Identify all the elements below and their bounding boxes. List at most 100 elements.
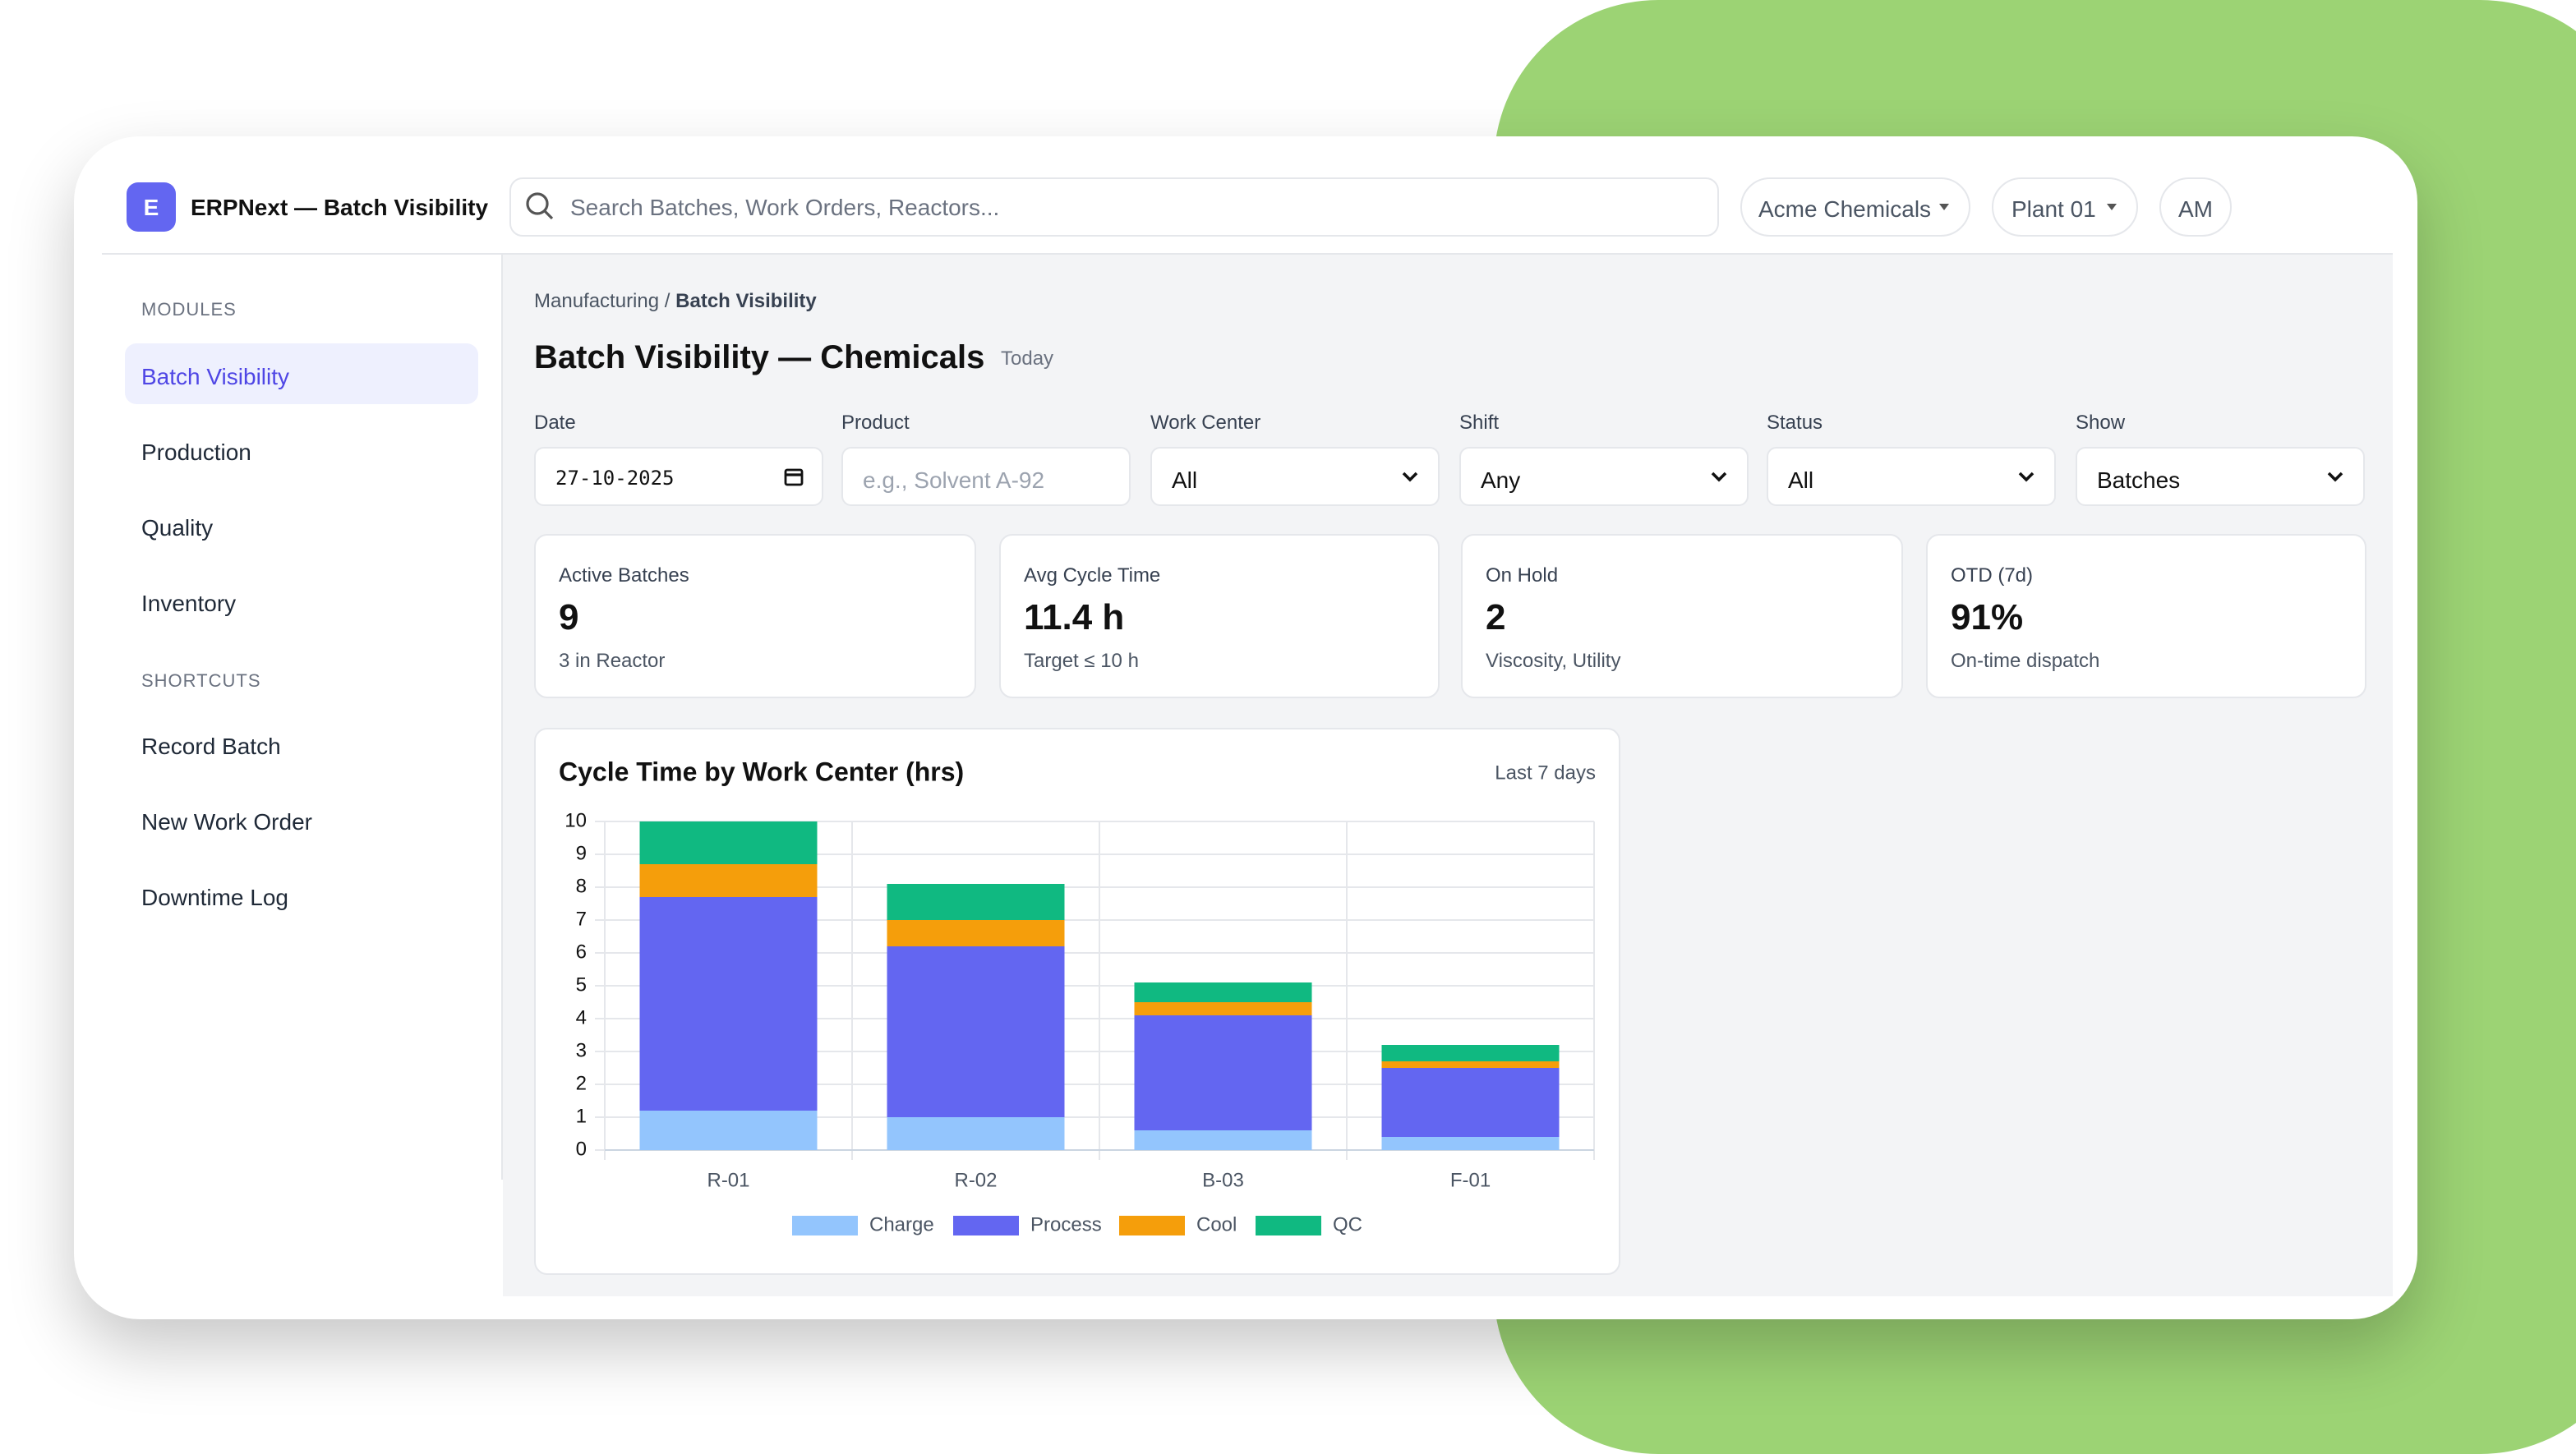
nav-item[interactable]: New Work Order — [141, 808, 312, 835]
filter-value: All — [1788, 467, 1814, 493]
filter-value: 27-10-2025 — [555, 467, 675, 490]
breadcrumb: Manufacturing / Batch Visibility — [534, 291, 817, 311]
kpi-note: 3 in Reactor — [559, 649, 666, 672]
filter-placeholder: e.g., Solvent A-92 — [863, 467, 1045, 493]
kpi-label: OTD (7d) — [1951, 564, 2034, 587]
filter-control[interactable]: All — [1767, 447, 2056, 506]
y-tick-label: 10 — [565, 809, 587, 831]
divider — [102, 253, 2393, 255]
bar-segment — [1381, 1137, 1560, 1150]
filter-control[interactable]: 27-10-2025 — [534, 447, 823, 506]
y-tick-label: 7 — [576, 908, 587, 930]
kpi-card — [534, 534, 976, 698]
filter-value: Batches — [2097, 467, 2181, 493]
bar-segment — [887, 884, 1065, 920]
x-tick-label: R-02 — [954, 1169, 997, 1191]
section-label: SHORTCUTS — [141, 672, 261, 692]
bar-segment — [887, 920, 1065, 946]
plant-select[interactable] — [1992, 177, 2138, 237]
y-tick-label: 6 — [576, 941, 587, 963]
chevron — [1402, 472, 1418, 482]
filter-label: Status — [1767, 411, 1823, 434]
filter-label: Show — [2076, 411, 2126, 434]
filter-control[interactable]: All — [1150, 447, 1440, 506]
nav-item[interactable]: Batch Visibility — [141, 363, 290, 389]
company-name: Acme Chemicals — [1758, 196, 1932, 222]
breadcrumb-separator: / — [664, 289, 670, 312]
user-avatar[interactable] — [2159, 177, 2232, 237]
caret — [2107, 204, 2117, 210]
filter-control[interactable]: e.g., Solvent A-92 — [841, 447, 1131, 506]
y-tick-label: 4 — [576, 1006, 587, 1028]
chart: Cycle Time by Work Center (hrs) Last 7 d… — [559, 757, 1596, 1235]
kpi-label: Active Batches — [559, 564, 689, 587]
filter-control[interactable]: Batches — [2076, 447, 2365, 506]
legend-label: QC — [1333, 1213, 1362, 1235]
search-icon — [526, 192, 554, 220]
filter-label: Date — [534, 411, 576, 434]
app-title: ERPNext — Batch Visibility — [191, 194, 489, 220]
plant-name: Plant 01 — [2011, 196, 2096, 222]
calendar-icon — [784, 468, 804, 486]
filter-control[interactable]: Any — [1459, 447, 1749, 506]
y-tick-label: 2 — [576, 1072, 587, 1094]
user-initials: AM — [2178, 196, 2213, 222]
legend-label: Charge — [869, 1213, 934, 1235]
logo-letter: E — [143, 194, 159, 220]
breadcrumb-current: Batch Visibility — [675, 289, 817, 312]
bar-segment — [1134, 1015, 1312, 1130]
bar-segment — [1381, 1061, 1560, 1068]
y-tick-label: 8 — [576, 875, 587, 897]
nav-item[interactable]: Downtime Log — [141, 884, 288, 910]
legend-swatch — [1256, 1216, 1321, 1235]
filter-label: Work Center — [1150, 411, 1261, 434]
bar-segment — [639, 1111, 818, 1150]
bar-segment — [639, 864, 818, 897]
x-tick-label: F-01 — [1450, 1169, 1491, 1191]
search-placeholder: Search Batches, Work Orders, Reactors... — [570, 194, 1000, 220]
chevron — [2018, 472, 2035, 482]
search-box[interactable] — [509, 177, 1719, 237]
chart-title: Cycle Time by Work Center (hrs) — [559, 757, 964, 786]
bar-segment — [1134, 1002, 1312, 1015]
bar-segment — [887, 946, 1065, 1117]
kpi-value: 91% — [1951, 596, 2024, 637]
chart-subtitle: Last 7 days — [1495, 762, 1596, 784]
bar-segment — [639, 821, 818, 864]
legend-swatch — [953, 1216, 1019, 1235]
caret — [1939, 204, 1949, 210]
legend-swatch — [792, 1216, 858, 1235]
y-tick-label: 3 — [576, 1039, 587, 1061]
kpi-card — [1461, 534, 1903, 698]
filter-value: Any — [1481, 467, 1521, 493]
nav-item[interactable]: Production — [141, 439, 251, 465]
kpi-note: Target ≤ 10 h — [1024, 649, 1139, 672]
bar-segment — [887, 1117, 1065, 1150]
logo[interactable] — [127, 182, 176, 232]
chevron — [1711, 472, 1727, 482]
filter-value: All — [1172, 467, 1198, 493]
company-select[interactable] — [1740, 177, 1970, 237]
section-label: MODULES — [141, 301, 237, 320]
breadcrumb-link[interactable]: Manufacturing — [534, 289, 660, 312]
x-tick-label: B-03 — [1202, 1169, 1244, 1191]
kpi-note: On-time dispatch — [1951, 649, 2100, 672]
bar-segment — [639, 897, 818, 1111]
chevron — [2327, 472, 2343, 482]
nav-item[interactable]: Quality — [141, 514, 214, 541]
active-item-bg — [125, 343, 478, 404]
y-tick-label: 1 — [576, 1105, 587, 1127]
filter-label: Product — [841, 411, 910, 434]
nav-item[interactable]: Inventory — [141, 590, 237, 616]
kpi-label: Avg Cycle Time — [1024, 564, 1161, 587]
legend-label: Cool — [1196, 1213, 1237, 1235]
y-tick-label: 9 — [576, 842, 587, 864]
kpi-label: On Hold — [1486, 564, 1559, 587]
divider — [501, 255, 503, 1180]
legend-label: Process — [1030, 1213, 1102, 1235]
nav-item[interactable]: Record Batch — [141, 733, 281, 759]
kpi-note: Viscosity, Utility — [1486, 649, 1621, 672]
bar-segment — [1134, 1130, 1312, 1150]
